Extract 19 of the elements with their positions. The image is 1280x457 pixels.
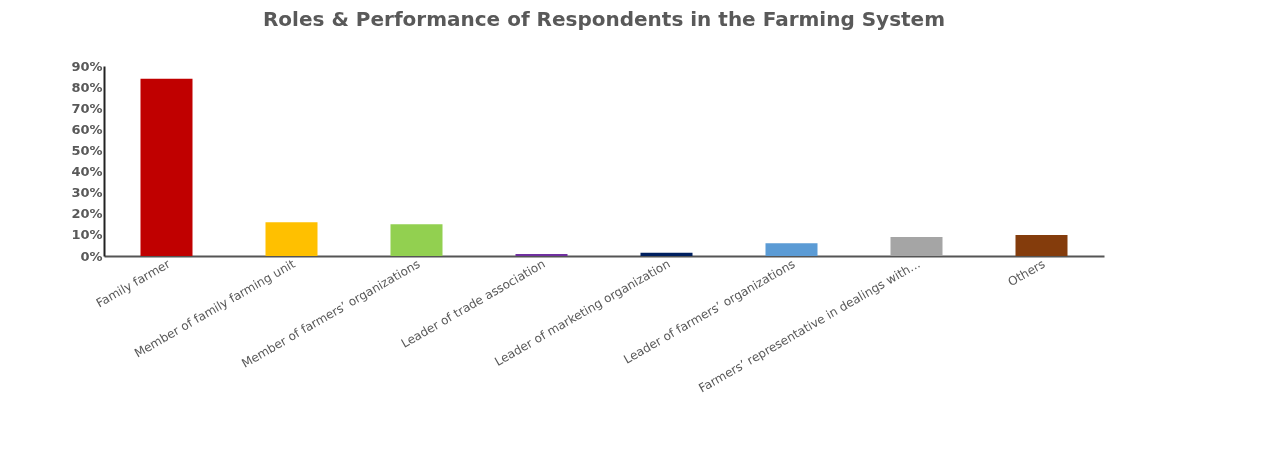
- y-tick-label: 50%: [71, 142, 103, 158]
- bar: [265, 222, 318, 256]
- y-tick-label: 20%: [71, 206, 103, 222]
- y-tick-label: 90%: [71, 58, 103, 74]
- y-tick-label: 80%: [71, 79, 103, 95]
- chart-title: Roles & Performance of Respondents in the Farming System: [262, 7, 946, 31]
- bar: [1015, 234, 1068, 256]
- y-tick-label: 30%: [71, 185, 103, 201]
- y-tick-label: 0%: [80, 248, 103, 264]
- y-tick-label: 40%: [71, 164, 103, 180]
- bar: [390, 224, 443, 256]
- bar: [765, 243, 818, 256]
- bar: [890, 237, 943, 256]
- bar: [515, 253, 568, 256]
- y-tick-label: 60%: [71, 121, 103, 137]
- y-tick-label: 70%: [71, 100, 103, 116]
- y-tick-label: 10%: [71, 227, 103, 243]
- bar: [640, 252, 693, 256]
- bar: [140, 78, 193, 256]
